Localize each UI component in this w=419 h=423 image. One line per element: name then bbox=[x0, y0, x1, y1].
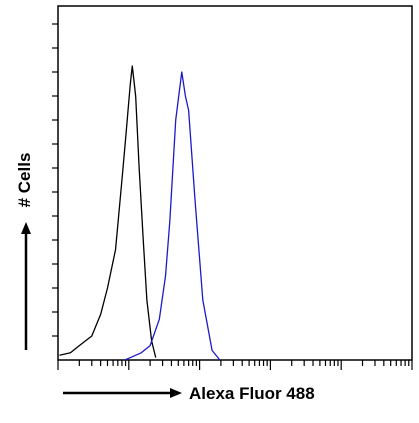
y-axis-label: # Cells bbox=[15, 153, 34, 208]
x-axis-label: Alexa Fluor 488 bbox=[189, 384, 315, 403]
y-arrow-head bbox=[21, 222, 31, 234]
histogram-line bbox=[124, 71, 221, 361]
plot-frame bbox=[57, 5, 413, 361]
x-arrow-head bbox=[170, 388, 182, 398]
histogram-line bbox=[59, 65, 157, 358]
